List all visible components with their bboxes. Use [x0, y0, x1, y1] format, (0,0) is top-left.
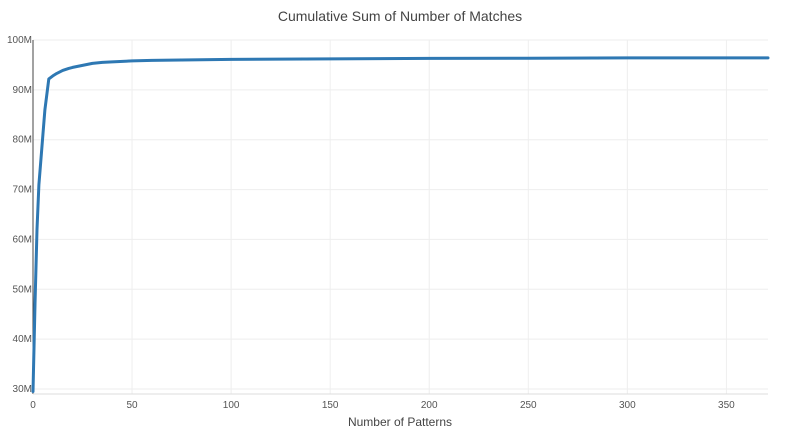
y-tick-label: 40M	[13, 334, 32, 345]
x-tick-label: 50	[126, 400, 138, 411]
series-layer	[31, 56, 770, 393]
x-tick-label: 150	[322, 400, 339, 411]
axes	[32, 40, 768, 395]
x-tick-label: 200	[421, 400, 438, 411]
y-tick-label: 60M	[13, 234, 32, 245]
x-tick-label: 350	[718, 400, 735, 411]
series-line	[31, 56, 770, 393]
y-tick-label: 70M	[13, 185, 32, 196]
x-tick-label: 100	[223, 400, 240, 411]
x-tick-label: 300	[619, 400, 636, 411]
x-tick-label: 250	[520, 400, 537, 411]
x-tick-label: 0	[30, 400, 36, 411]
chart-title: Cumulative Sum of Number of Matches	[278, 8, 522, 24]
tick-labels: 0 50 100 150 200 250 300 350 30M 40M 50M 60M 70M 80M 9…	[7, 35, 735, 411]
y-tick-label: 50M	[13, 284, 32, 295]
x-axis-title: Number of Patterns	[348, 415, 452, 429]
y-tick-label: 30M	[13, 384, 32, 395]
y-tick-label: 90M	[13, 85, 32, 96]
y-tick-label: 80M	[13, 135, 32, 146]
grid	[33, 39, 768, 394]
y-tick-label: 100M	[7, 35, 32, 46]
